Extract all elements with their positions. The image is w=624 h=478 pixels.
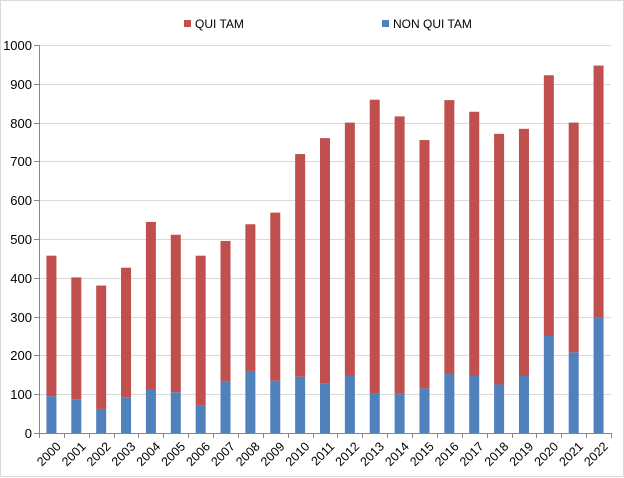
x-tick-label: 2002 bbox=[84, 439, 114, 469]
bar-non-qui-tam-2018 bbox=[494, 384, 505, 433]
bar-non-qui-tam-2021 bbox=[568, 352, 579, 433]
bar-qui-tam-2015 bbox=[419, 140, 430, 389]
bar-non-qui-tam-2011 bbox=[320, 383, 330, 433]
x-tick-label: 2011 bbox=[308, 439, 337, 468]
y-tick-label: 400 bbox=[10, 271, 32, 286]
x-tick-label: 2006 bbox=[183, 439, 213, 469]
bar-non-qui-tam-2006 bbox=[195, 405, 206, 433]
x-tick-label: 2018 bbox=[482, 439, 512, 469]
legend: QUI TAM NON QUI TAM bbox=[184, 17, 472, 31]
bar-non-qui-tam-2008 bbox=[245, 370, 256, 433]
bar-qui-tam-2006 bbox=[195, 255, 206, 406]
x-tick-label: 2017 bbox=[457, 439, 487, 469]
bar-qui-tam-2016 bbox=[444, 100, 455, 375]
bar-qui-tam-2018 bbox=[494, 133, 505, 385]
bar-non-qui-tam-2007 bbox=[220, 381, 231, 433]
x-tick-label: 2020 bbox=[532, 439, 562, 469]
bar-qui-tam-2004 bbox=[145, 221, 156, 390]
bar-non-qui-tam-2017 bbox=[469, 375, 480, 433]
bar-qui-tam-2014 bbox=[394, 116, 405, 394]
legend-label: NON QUI TAM bbox=[393, 17, 472, 31]
bar-non-qui-tam-2004 bbox=[145, 389, 156, 433]
bar-non-qui-tam-2010 bbox=[295, 376, 306, 433]
y-tick-label: 1000 bbox=[3, 38, 32, 53]
x-tick-label: 2009 bbox=[258, 439, 288, 469]
bar-non-qui-tam-2003 bbox=[121, 397, 132, 433]
bar-non-qui-tam-2001 bbox=[71, 399, 82, 433]
y-tick-label: 700 bbox=[10, 154, 32, 169]
bar-qui-tam-2002 bbox=[96, 285, 107, 409]
y-tick-label: 200 bbox=[10, 348, 32, 363]
bar-non-qui-tam-2022 bbox=[593, 317, 604, 433]
legend-swatch bbox=[184, 20, 191, 27]
x-tick-labels: 2000200120022003200420052006200720082009… bbox=[34, 439, 611, 469]
x-tick-label: 2007 bbox=[208, 439, 238, 469]
y-tick-labels: 0 100 200 300 400 500 600 700 800 900 1000 bbox=[3, 38, 32, 441]
x-tick-label: 2016 bbox=[432, 439, 462, 469]
x-tick-label: 2010 bbox=[283, 439, 313, 469]
bar-qui-tam-2007 bbox=[220, 240, 231, 382]
bars bbox=[46, 65, 604, 433]
x-tick-label: 2019 bbox=[507, 439, 537, 469]
bar-non-qui-tam-2020 bbox=[543, 336, 554, 433]
bar-qui-tam-2010 bbox=[295, 154, 306, 377]
y-tick-label: 800 bbox=[10, 116, 32, 131]
y-tick-label: 900 bbox=[10, 77, 32, 92]
x-tick-label: 2022 bbox=[581, 439, 611, 469]
bar-non-qui-tam-2015 bbox=[419, 388, 430, 433]
bar-non-qui-tam-2000 bbox=[46, 396, 57, 433]
bar-qui-tam-2003 bbox=[121, 267, 132, 398]
bar-qui-tam-2008 bbox=[245, 224, 256, 371]
bar-qui-tam-2021 bbox=[568, 122, 579, 353]
x-tick-label: 2021 bbox=[556, 439, 586, 469]
x-tick-label: 2008 bbox=[233, 439, 263, 469]
bar-non-qui-tam-2016 bbox=[444, 374, 455, 433]
bar-qui-tam-2009 bbox=[270, 212, 281, 381]
x-tick-label: 2012 bbox=[333, 439, 363, 469]
bar-qui-tam-2013 bbox=[369, 99, 380, 394]
y-tick-label: 600 bbox=[10, 193, 32, 208]
x-tick-label: 2013 bbox=[358, 439, 388, 469]
bar-qui-tam-2011 bbox=[320, 138, 330, 384]
bar-non-qui-tam-2014 bbox=[394, 393, 405, 433]
bar-qui-tam-2005 bbox=[170, 234, 181, 393]
x-tick-label: 2001 bbox=[59, 439, 89, 469]
legend-label: QUI TAM bbox=[195, 17, 244, 31]
legend-swatch bbox=[382, 20, 389, 27]
bar-qui-tam-2020 bbox=[543, 75, 554, 336]
x-tick-label: 2004 bbox=[134, 439, 164, 469]
bar-non-qui-tam-2005 bbox=[170, 392, 181, 433]
x-tick-label: 2003 bbox=[109, 439, 139, 469]
axes bbox=[34, 45, 612, 438]
y-tick-label: 100 bbox=[10, 387, 32, 402]
x-tick-label: 2000 bbox=[34, 439, 64, 469]
bar-non-qui-tam-2013 bbox=[369, 393, 380, 433]
bar-non-qui-tam-2009 bbox=[270, 380, 281, 433]
bar-non-qui-tam-2002 bbox=[96, 408, 107, 433]
bar-qui-tam-2000 bbox=[46, 255, 57, 397]
bar-qui-tam-2001 bbox=[71, 277, 82, 400]
bar-non-qui-tam-2019 bbox=[518, 375, 529, 433]
y-tick-label: 300 bbox=[10, 310, 32, 325]
bar-qui-tam-2019 bbox=[518, 128, 529, 376]
x-tick-label: 2015 bbox=[407, 439, 437, 469]
bar-qui-tam-2012 bbox=[344, 122, 355, 376]
y-tick-label: 500 bbox=[10, 232, 32, 247]
x-tick-label: 2005 bbox=[159, 439, 189, 469]
bar-qui-tam-2022 bbox=[593, 65, 604, 318]
bar-qui-tam-2017 bbox=[469, 111, 480, 376]
bar-non-qui-tam-2012 bbox=[344, 375, 355, 433]
y-tick-label: 0 bbox=[25, 426, 32, 441]
x-tick-label: 2014 bbox=[382, 439, 412, 469]
